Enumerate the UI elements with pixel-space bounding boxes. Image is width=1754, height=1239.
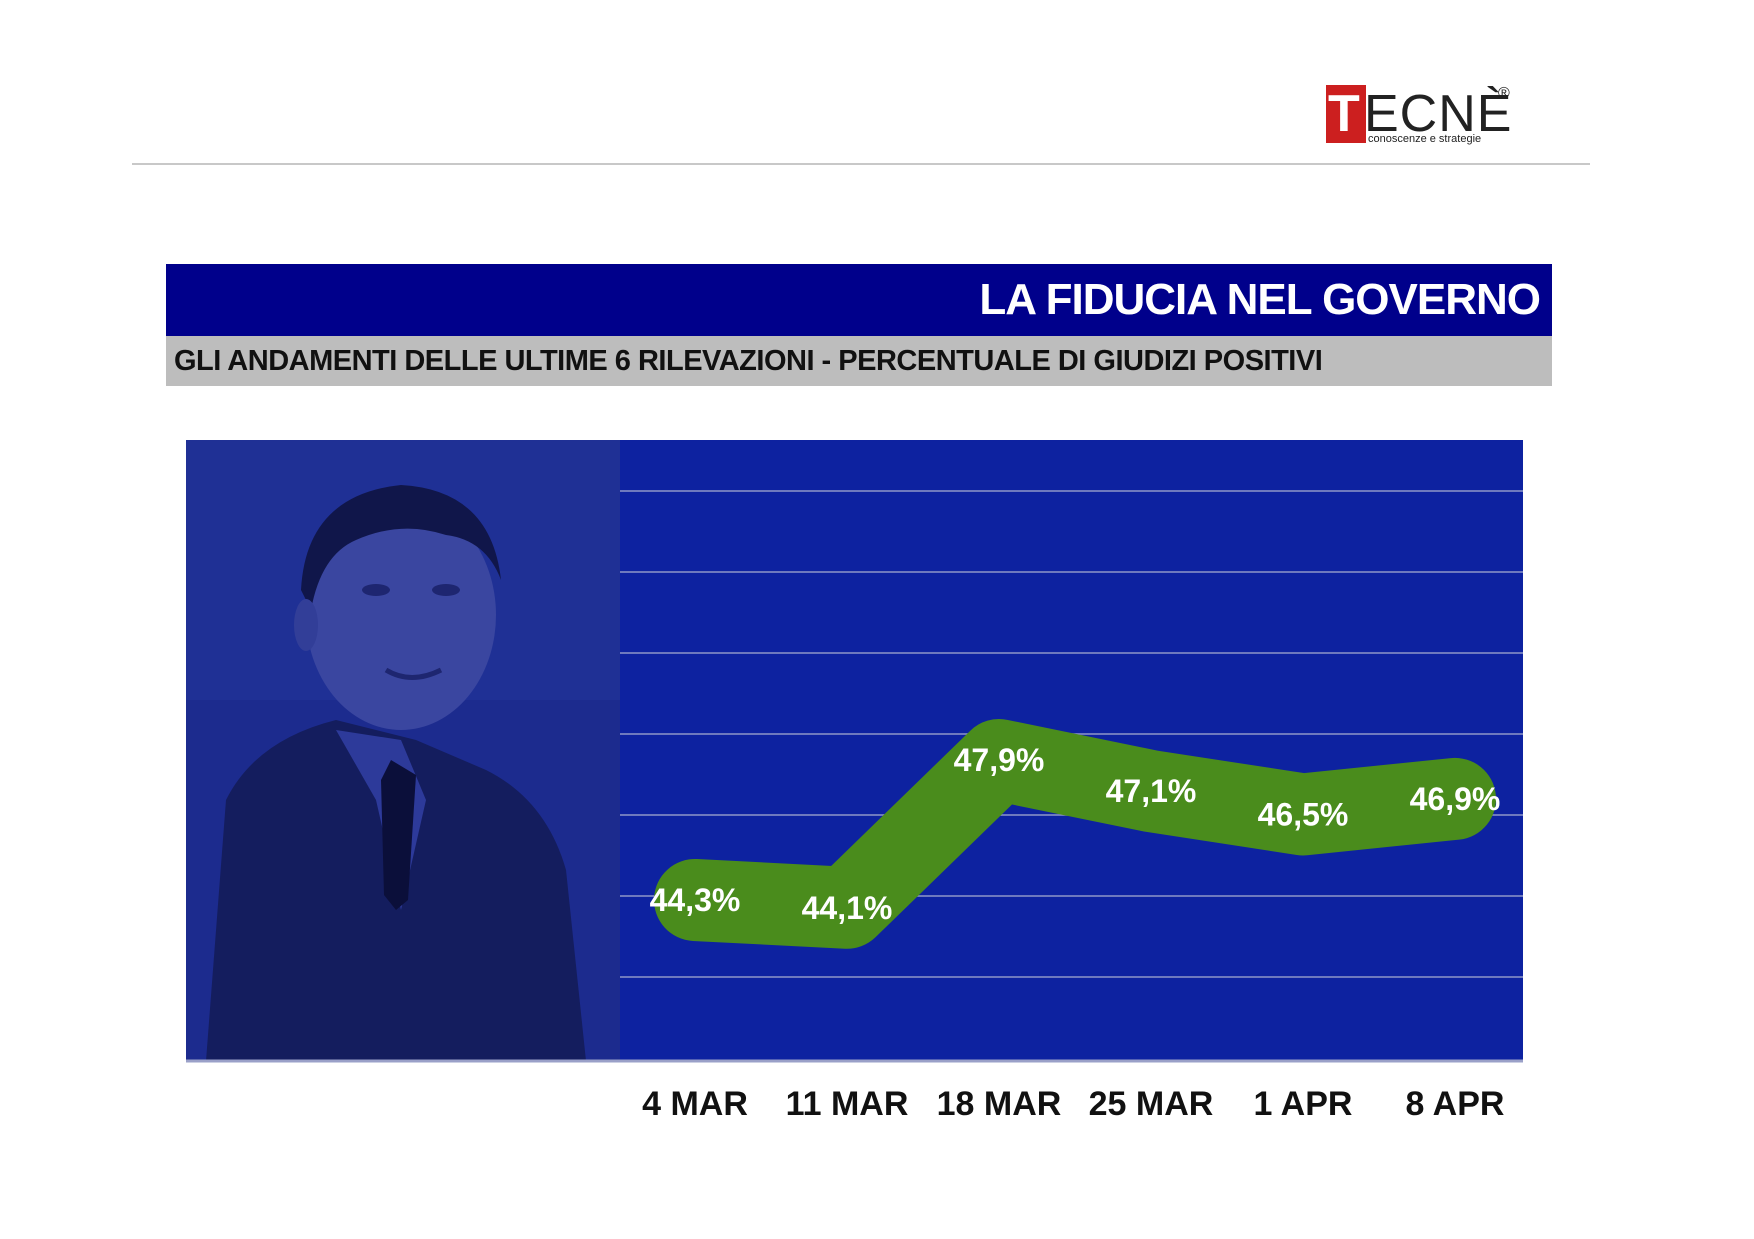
tecne-logo: T ECNÈ ® conoscenze e strategie xyxy=(1326,85,1526,147)
x-tick-label: 11 MAR xyxy=(786,1085,909,1123)
x-tick-label: 4 MAR xyxy=(642,1085,748,1123)
x-tick-label: 18 MAR xyxy=(937,1085,1062,1123)
portrait-illustration xyxy=(186,440,620,1061)
x-tick-label: 1 APR xyxy=(1254,1085,1353,1123)
logo-tagline: conoscenze e strategie xyxy=(1368,133,1482,145)
x-axis-labels: 4 MAR 11 MAR 18 MAR 25 MAR 1 APR 8 APR xyxy=(642,1085,1505,1123)
registered-mark: ® xyxy=(1498,85,1510,102)
page-subtitle: GLI ANDAMENTI DELLE ULTIME 6 RILEVAZIONI… xyxy=(166,336,1552,386)
portrait-image xyxy=(186,440,620,1061)
logo-red-box xyxy=(1326,85,1366,143)
chart-container: 44,3% 44,1% 47,9% 47,1% 46,5% 46,9% xyxy=(186,440,1531,1063)
data-label: 44,1% xyxy=(802,890,893,926)
data-label: 47,1% xyxy=(1106,773,1197,809)
series-line xyxy=(654,719,1496,949)
line-chart: 44,3% 44,1% 47,9% 47,1% 46,5% 46,9% xyxy=(186,490,1523,1063)
x-tick-label: 8 APR xyxy=(1406,1085,1505,1123)
page-title: LA FIDUCIA NEL GOVERNO xyxy=(166,264,1552,336)
logo-letters: ECNÈ xyxy=(1364,85,1513,143)
data-label: 44,3% xyxy=(650,882,741,918)
data-label: 46,5% xyxy=(1258,796,1349,832)
logo-letter-t: T xyxy=(1328,85,1360,143)
data-label: 47,9% xyxy=(954,742,1045,778)
header-divider xyxy=(132,163,1590,165)
x-tick-label: 25 MAR xyxy=(1089,1085,1214,1123)
data-label: 46,9% xyxy=(1410,781,1501,817)
